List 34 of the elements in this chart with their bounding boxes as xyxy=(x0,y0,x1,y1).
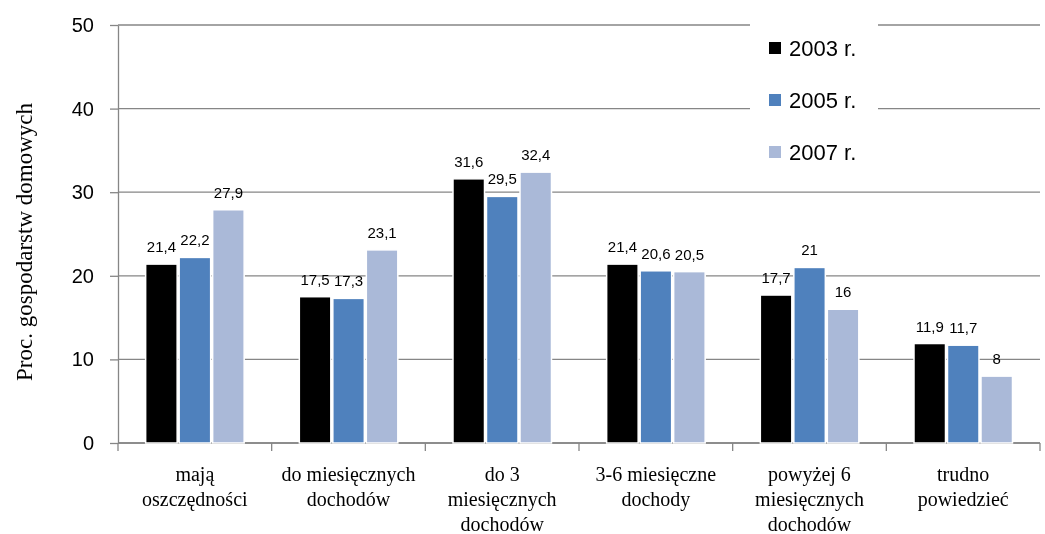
x-tick-label: mają oszczędności xyxy=(142,463,249,511)
legend-label: 2007 r. xyxy=(789,140,857,165)
x-tick-label: do 3 miesięcznych dochodów xyxy=(447,463,557,534)
legend-label: 2003 r. xyxy=(789,36,857,61)
data-label: 23,1 xyxy=(367,223,397,241)
legend-label: 2005 r. xyxy=(789,88,857,113)
data-label: 20,6 xyxy=(641,244,671,262)
data-label: 17,5 xyxy=(300,270,330,288)
data-label: 16 xyxy=(834,283,852,301)
data-label: 27,9 xyxy=(213,183,244,201)
data-label: 21,4 xyxy=(146,238,177,256)
data-label: 32,4 xyxy=(521,146,551,164)
data-label: 29,5 xyxy=(487,170,517,188)
data-label: 31,6 xyxy=(454,152,484,170)
data-label: 11,9 xyxy=(915,317,944,335)
x-tick-label: do miesięcznych dochodów xyxy=(281,463,416,510)
data-label: 21,4 xyxy=(607,238,638,256)
data-label: 22,2 xyxy=(180,231,210,249)
data-label: 11,7 xyxy=(949,319,978,337)
data-label: 8 xyxy=(992,350,1001,368)
y-tick-label: 50 xyxy=(71,13,94,36)
data-label: 17,3 xyxy=(333,272,364,290)
y-tick-label: 30 xyxy=(71,181,94,204)
y-tick-label: 40 xyxy=(71,97,94,120)
data-label: 21 xyxy=(801,241,818,259)
data-label: 17,7 xyxy=(761,269,791,287)
x-tick-label: 3-6 miesięczne dochody xyxy=(595,463,717,511)
x-tick-label: powyżej 6 miesięcznych dochodów xyxy=(755,463,864,534)
y-tick-label: 0 xyxy=(82,431,94,454)
y-tick-label: 20 xyxy=(71,264,94,287)
data-label: 20,5 xyxy=(674,245,705,263)
y-axis-title: Proc. gospodarstw domowych xyxy=(12,102,37,381)
x-tick-label: trudno powiedzieć xyxy=(917,463,1009,511)
y-tick-label: 10 xyxy=(71,348,94,371)
